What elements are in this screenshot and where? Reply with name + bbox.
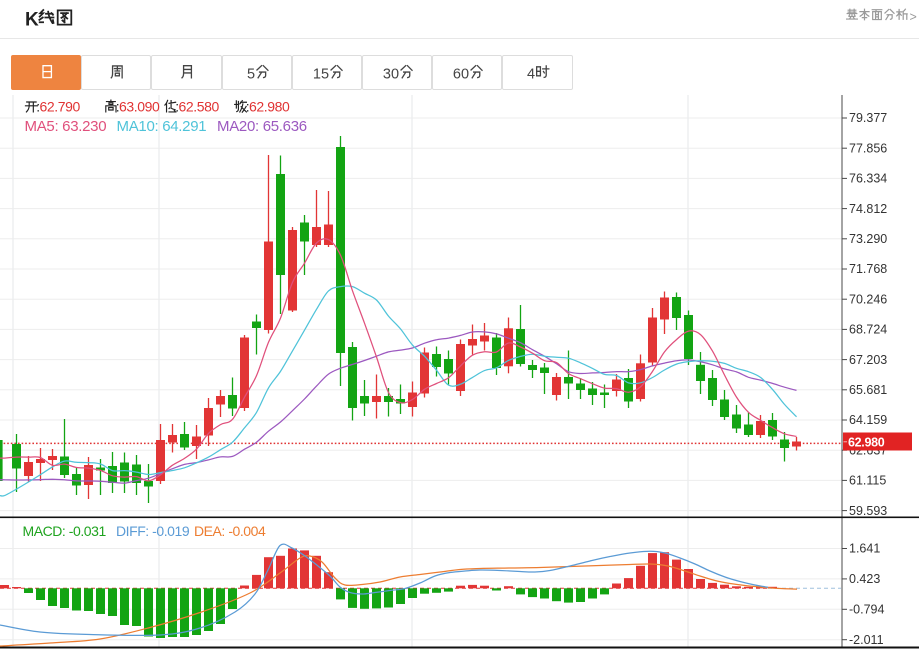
svg-text:5: 5 (247, 67, 255, 83)
svg-text:-0.794: -0.794 (849, 603, 884, 617)
svg-text:K: K (25, 10, 39, 31)
svg-text:15: 15 (313, 67, 329, 83)
svg-text:74.812: 74.812 (849, 202, 887, 216)
svg-text:60: 60 (453, 67, 469, 83)
svg-text:62.980: 62.980 (249, 99, 290, 115)
svg-text:4: 4 (527, 67, 535, 83)
svg-text:62.790: 62.790 (40, 99, 81, 115)
svg-text:0.423: 0.423 (849, 572, 880, 586)
svg-text:59.593: 59.593 (849, 504, 887, 518)
svg-text:70.246: 70.246 (849, 292, 887, 306)
svg-text:76.334: 76.334 (849, 172, 887, 186)
svg-text:79.377: 79.377 (849, 111, 887, 125)
svg-text:64.159: 64.159 (849, 413, 887, 427)
svg-text:-2.011: -2.011 (849, 633, 884, 647)
svg-text:MACD: -0.031: MACD: -0.031 (23, 523, 107, 539)
svg-text:68.724: 68.724 (849, 323, 887, 337)
svg-text:DIFF: -0.019: DIFF: -0.019 (116, 523, 190, 539)
svg-text:DEA: -0.004: DEA: -0.004 (194, 523, 266, 539)
svg-text:77.856: 77.856 (849, 141, 887, 155)
svg-text:MA10: 64.291: MA10: 64.291 (117, 118, 207, 135)
svg-text:61.115: 61.115 (849, 474, 886, 488)
svg-text::: : (246, 99, 250, 115)
svg-text:MA5: 63.230: MA5: 63.230 (25, 118, 107, 135)
svg-text:71.768: 71.768 (849, 262, 887, 276)
svg-text:MA20: 65.636: MA20: 65.636 (217, 118, 307, 135)
svg-text:30: 30 (383, 67, 399, 83)
svg-text:62.580: 62.580 (179, 99, 220, 115)
svg-text:73.290: 73.290 (849, 232, 887, 246)
svg-text::: : (36, 99, 40, 115)
svg-text:67.203: 67.203 (849, 353, 887, 367)
svg-text:63.090: 63.090 (119, 99, 160, 115)
svg-text:62.980: 62.980 (848, 435, 885, 449)
svg-text:1.641: 1.641 (849, 542, 880, 556)
svg-text::: : (116, 99, 120, 115)
svg-text::: : (175, 99, 179, 115)
svg-text:>: > (910, 10, 917, 24)
svg-text:65.681: 65.681 (849, 383, 887, 397)
